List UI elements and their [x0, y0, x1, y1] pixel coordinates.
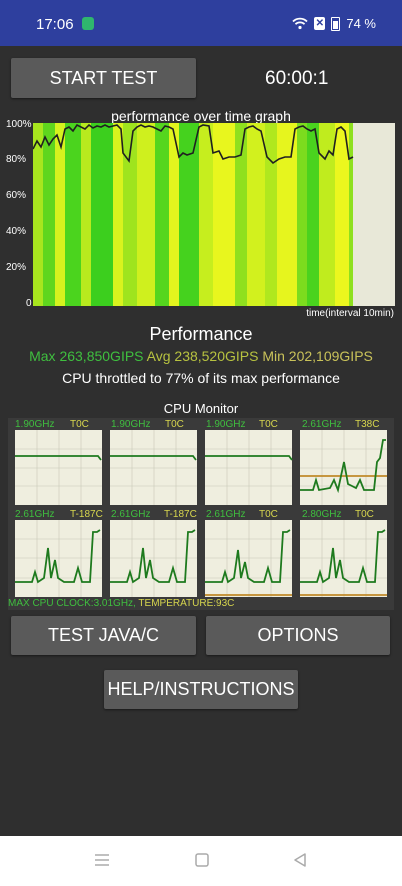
core-4-line [15, 529, 101, 584]
cpu-core-graphs [15, 430, 387, 597]
y-tick-80: 80% [6, 154, 27, 165]
core-3-line [300, 439, 386, 494]
core-7-temp: T0C [355, 509, 374, 520]
performance-bands [33, 123, 353, 306]
performance-stats: Max 263,850GIPS Avg 238,520GIPS Min 202,… [0, 348, 402, 364]
y-tick-60: 60% [6, 190, 27, 201]
y-tick-100: 100% [6, 119, 32, 130]
core-6-line [205, 529, 291, 584]
help-button[interactable]: HELP/INSTRUCTIONS [104, 670, 298, 709]
menu-nav-icon[interactable] [94, 853, 110, 867]
core-3-freq: 2.61GHz [302, 419, 342, 430]
graph-title: performance over time graph [111, 108, 291, 124]
core-1-line [110, 455, 197, 461]
cpu-temperature: TEMPERATURE:93C [138, 598, 235, 609]
app-notification-icon [82, 17, 94, 30]
cpu-summary: MAX CPU CLOCK:3.01GHz, TEMPERATURE:93C [8, 598, 234, 609]
test-timer: 60:00:1 [265, 68, 329, 89]
y-tick-0: 0 [26, 298, 32, 309]
performance-title: Performance [149, 324, 253, 344]
core-3-temp: T38C [355, 419, 380, 430]
status-icons: ✕ 74 % [292, 16, 376, 31]
performance-line [33, 123, 354, 165]
core-2-freq: 1.90GHz [206, 419, 246, 430]
cpu-monitor-title: CPU Monitor [163, 401, 239, 416]
core-2-line [205, 455, 293, 461]
wifi-icon [292, 17, 308, 30]
core-1-freq: 1.90GHz [111, 419, 151, 430]
core-0-line [15, 455, 102, 461]
navigation-bar [0, 836, 402, 886]
back-nav-icon[interactable] [293, 853, 307, 867]
x-notification-icon: ✕ [314, 17, 326, 30]
y-tick-20: 20% [6, 262, 27, 273]
min-gips: Min 202,109GIPS [262, 348, 373, 364]
core-5-temp: T-187C [164, 509, 197, 520]
core-0-freq: 1.90GHz [15, 419, 55, 430]
test-java-button[interactable]: TEST JAVA/C [11, 616, 196, 655]
battery-icon [331, 16, 341, 31]
core-5-freq: 2.61GHz [111, 509, 151, 520]
core-7-line [300, 529, 386, 584]
status-bar: 17:06 ✕ 74 % [0, 0, 402, 46]
core-5-line [110, 529, 196, 584]
status-time: 17:06 [36, 16, 74, 33]
options-button[interactable]: OPTIONS [206, 616, 390, 655]
core-0-temp: T0C [70, 419, 89, 430]
max-cpu-clock: MAX CPU CLOCK:3.01GHz, [8, 598, 136, 609]
core-4-freq: 2.61GHz [15, 509, 55, 520]
core-2-temp: T0C [259, 419, 278, 430]
graph-x-label: time(interval 10min) [306, 308, 394, 319]
core-6-temp: T0C [259, 509, 278, 520]
performance-graph [33, 123, 395, 306]
max-gips: Max 263,850GIPS [29, 348, 144, 364]
start-test-button[interactable]: START TEST [11, 58, 196, 98]
core-4-temp: T-187C [70, 509, 103, 520]
avg-gips: Avg 238,520GIPS [146, 348, 259, 364]
y-tick-40: 40% [6, 226, 27, 237]
core-1-temp: T0C [165, 419, 184, 430]
throttle-text: CPU throttled to 77% of its max performa… [62, 370, 340, 386]
home-nav-icon[interactable] [195, 853, 209, 867]
battery-percent: 74 % [346, 16, 376, 31]
core-6-freq: 2.61GHz [206, 509, 246, 520]
core-7-freq: 2.80GHz [302, 509, 342, 520]
